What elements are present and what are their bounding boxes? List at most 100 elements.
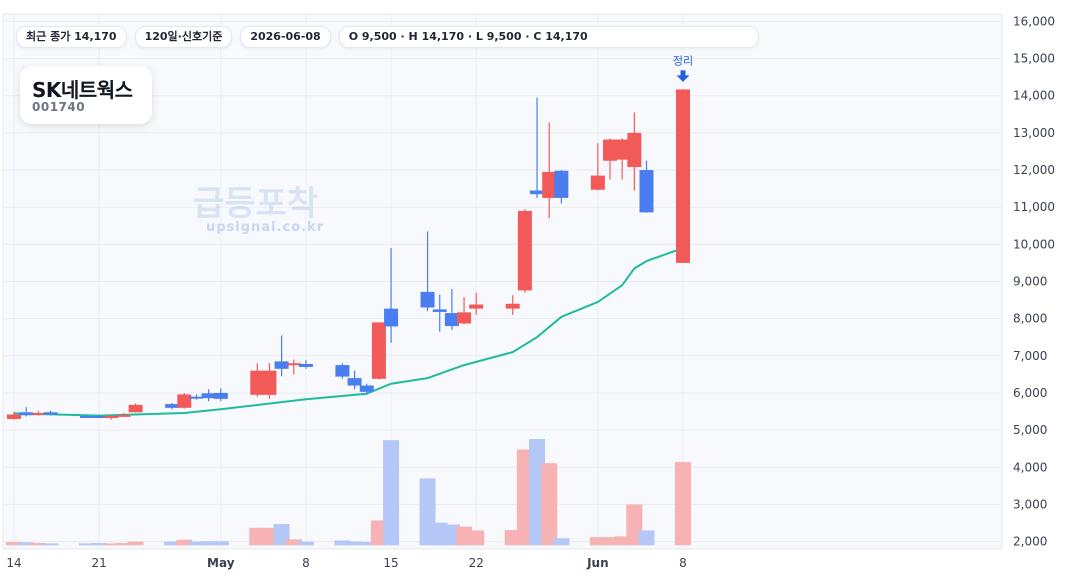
- y-tick-label: 3,000: [1013, 497, 1047, 511]
- candle-body: [128, 404, 143, 413]
- volume-bar: [176, 539, 193, 546]
- volume-bar: [431, 522, 448, 546]
- volume-bar: [78, 543, 95, 546]
- candle-body: [7, 414, 21, 419]
- volume-bar: [504, 530, 521, 546]
- candle-body: [286, 363, 301, 366]
- y-tick-label: 11,000: [1013, 200, 1055, 214]
- candle-body: [554, 170, 569, 198]
- y-tick-label: 4,000: [1013, 460, 1047, 474]
- volume-bar: [18, 542, 35, 546]
- volume-bar: [419, 478, 436, 546]
- period-chip: 120일·신호기준: [134, 26, 233, 48]
- candle-body: [517, 210, 532, 291]
- candle-body: [676, 89, 690, 263]
- candle-body: [274, 361, 289, 369]
- y-tick-label: 13,000: [1013, 126, 1055, 140]
- candle-body: [116, 414, 131, 417]
- candle-body: [79, 415, 94, 418]
- volume-bar: [261, 527, 278, 546]
- volume-bar: [383, 440, 400, 546]
- annotation-label: 정리: [673, 54, 693, 67]
- candle-body: [530, 190, 545, 195]
- candle-body: [542, 171, 557, 198]
- info-bar: 최근 종가 14,170 120일·신호기준 2026-06-08 O 9,50…: [16, 26, 759, 48]
- volume-bar: [6, 541, 22, 546]
- volume-bar: [297, 541, 314, 546]
- annotation-arrow-icon: [676, 70, 690, 82]
- volume-bar: [346, 541, 363, 546]
- candle-body: [250, 370, 265, 395]
- volume-bar: [638, 530, 655, 546]
- candle-body: [359, 385, 374, 392]
- x-tick-label: 14: [6, 556, 21, 570]
- moving-average-line: [13, 247, 684, 417]
- x-tick-label: 8: [302, 556, 310, 570]
- volume-bar: [443, 524, 460, 546]
- volume-bar: [675, 462, 691, 546]
- y-tick-label: 9,000: [1013, 275, 1047, 289]
- candle-body: [384, 308, 399, 327]
- y-tick-label: 12,000: [1013, 163, 1055, 177]
- y-tick-label: 2,000: [1013, 535, 1047, 549]
- volume-bar: [91, 543, 108, 546]
- y-tick-label: 6,000: [1013, 386, 1047, 400]
- candle-body: [603, 139, 618, 161]
- candle-body: [335, 365, 350, 377]
- volume-bar: [30, 543, 47, 546]
- volume-bar: [541, 463, 558, 546]
- date-chip: 2026-06-08: [240, 26, 331, 48]
- volume-bar: [626, 504, 643, 546]
- y-tick-label: 14,000: [1013, 89, 1055, 103]
- x-tick-label: 15: [383, 556, 398, 570]
- candle-body: [627, 132, 642, 168]
- candle-body: [432, 309, 447, 312]
- stock-code: 001740: [32, 100, 86, 114]
- y-tick-label: 16,000: [1013, 14, 1055, 28]
- volume-bar: [358, 541, 375, 546]
- volume-bar: [602, 537, 619, 546]
- y-tick-label: 15,000: [1013, 52, 1055, 66]
- y-tick-label: 10,000: [1013, 237, 1055, 251]
- candle-body: [457, 312, 472, 324]
- candle-body: [347, 378, 362, 386]
- stock-name: SK네트웍스: [32, 78, 133, 102]
- candle-body: [31, 413, 46, 416]
- volume-bar: [249, 527, 266, 546]
- volume-bar: [42, 543, 59, 546]
- candle-body: [213, 392, 228, 399]
- watermark-site: upsignal.co.kr: [206, 220, 325, 235]
- candle-body: [420, 291, 435, 308]
- volume-bar: [273, 524, 290, 546]
- volume-bar: [334, 540, 351, 546]
- volume-bar: [614, 536, 631, 546]
- y-tick-label: 7,000: [1013, 349, 1047, 363]
- candle-body: [505, 303, 520, 309]
- x-tick-label: 21: [92, 556, 107, 570]
- volume-bar: [164, 541, 181, 546]
- x-tick-label: 22: [469, 556, 484, 570]
- y-tick-label: 8,000: [1013, 312, 1047, 326]
- close-price-chip: 최근 종가 14,170: [16, 26, 127, 48]
- candle-body: [189, 396, 204, 399]
- volume-bar: [115, 543, 132, 546]
- candle-body: [639, 170, 654, 213]
- candle-body: [371, 322, 386, 379]
- x-tick-label: 8: [679, 556, 687, 570]
- volume-bar: [589, 537, 606, 546]
- volume-bar: [103, 543, 120, 546]
- candle-body: [298, 363, 313, 367]
- volume-bar: [188, 541, 205, 546]
- candle-body: [262, 370, 277, 395]
- candle-body: [165, 404, 180, 408]
- candle-body: [469, 304, 484, 309]
- candle-body: [444, 313, 459, 327]
- volume-bar: [370, 520, 387, 546]
- candle-body: [201, 393, 216, 399]
- candle-body: [92, 415, 107, 418]
- volume-bar: [529, 439, 546, 546]
- volume-bar: [468, 530, 485, 546]
- volume-bar: [285, 539, 302, 546]
